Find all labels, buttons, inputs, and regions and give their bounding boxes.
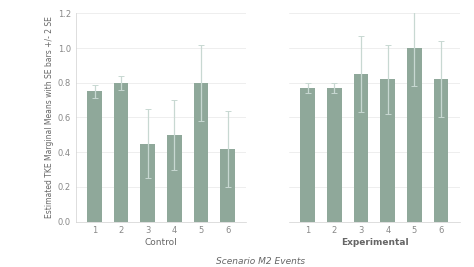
Bar (220, 149, 235, 222)
X-axis label: Experimental: Experimental (341, 238, 408, 247)
Bar (381, 79, 395, 222)
Text: Scenario M2 Events: Scenario M2 Events (216, 257, 305, 266)
Bar (194, 83, 209, 222)
X-axis label: Control: Control (145, 238, 178, 247)
Bar (301, 88, 315, 222)
Bar (434, 79, 448, 222)
Bar (140, 144, 155, 222)
Y-axis label: Estimated TKE Marginal Means with SE bars +/- 2 SE: Estimated TKE Marginal Means with SE bar… (45, 17, 54, 218)
Bar (407, 48, 422, 222)
Bar (327, 88, 342, 222)
Bar (114, 83, 128, 222)
Bar (354, 74, 368, 222)
Bar (167, 135, 182, 222)
Bar (87, 91, 102, 222)
